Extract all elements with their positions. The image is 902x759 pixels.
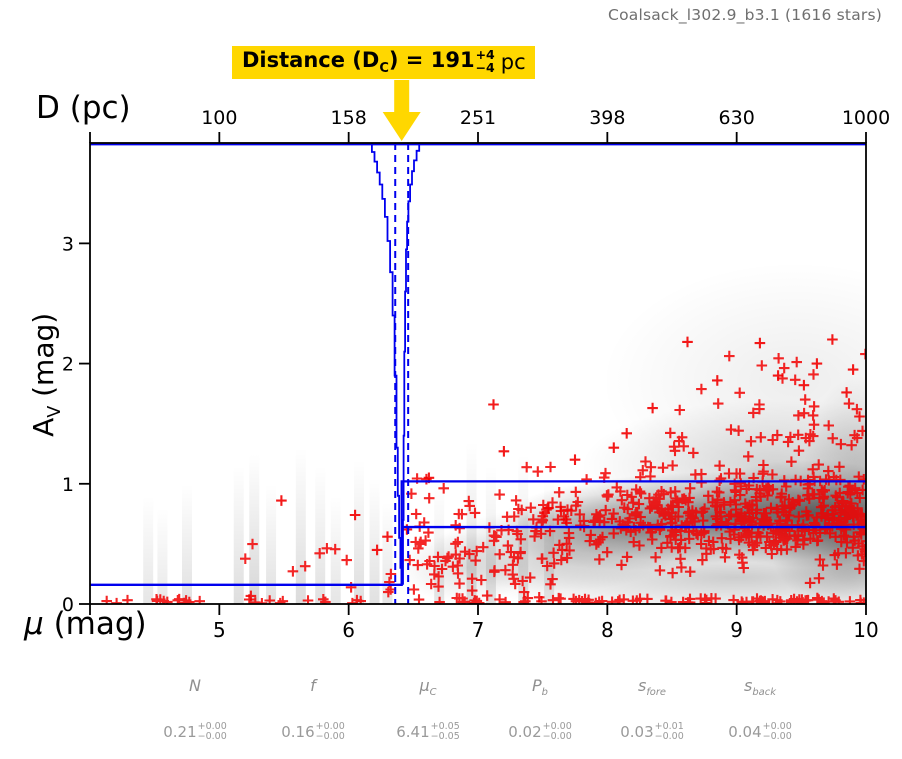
top-axis-label: D (pc) bbox=[36, 90, 131, 126]
bottom-tick-label: 7 bbox=[472, 618, 485, 642]
param-value-Pb: 0.02 +0.00 −0.00 bbox=[508, 721, 572, 743]
scatter-cluster-right-dense bbox=[532, 445, 866, 589]
param-value-N: 0.21 +0.00 −0.00 bbox=[163, 721, 227, 743]
param-value-f: 0.16 +0.00 −0.00 bbox=[281, 721, 345, 743]
bottom-tick-label: 8 bbox=[601, 618, 614, 642]
param-value-sback: 0.04 +0.00 −0.00 bbox=[728, 721, 792, 743]
top-tick-label: 1000 bbox=[842, 107, 890, 129]
axes bbox=[79, 132, 867, 615]
top-tick-label: 398 bbox=[589, 107, 625, 129]
top-tick-label: 158 bbox=[331, 107, 367, 129]
annotation-text: Distance (DC) = 191 bbox=[242, 48, 475, 77]
bottom-axis-label: μ (mag) bbox=[24, 606, 147, 642]
annotation-errors: +4 −4 bbox=[475, 47, 495, 76]
bottom-tick-label: 6 bbox=[342, 618, 355, 642]
param-label-sfore: sfore bbox=[637, 676, 667, 699]
param-label-Pb: Pb bbox=[532, 676, 548, 699]
top-tick-label: 630 bbox=[719, 107, 755, 129]
scatter-cluster-rug-right bbox=[413, 592, 866, 604]
posterior-histogram-left bbox=[370, 143, 403, 585]
left-axis-label: AV (mag) bbox=[27, 312, 65, 437]
param-label-sback: sback bbox=[744, 676, 776, 699]
param-value-sfore: 0.03 +0.01 −0.00 bbox=[620, 721, 684, 743]
param-value-μC: 6.41 +0.05 −0.05 bbox=[396, 721, 460, 743]
scatter-points bbox=[101, 334, 866, 604]
left-tick-label: 1 bbox=[62, 474, 74, 496]
left-tick-label: 2 bbox=[62, 354, 74, 376]
top-tick-label: 251 bbox=[460, 107, 496, 129]
annotation-unit: pc bbox=[500, 50, 526, 75]
extinction-model-line bbox=[90, 480, 866, 586]
bottom-tick-label: 10 bbox=[853, 618, 878, 642]
model-layer bbox=[90, 143, 866, 604]
bottom-tick-label: 9 bbox=[730, 618, 743, 642]
tick-labels: 5 6 7 8 9 10 100 158 251 398 630 1000 0 1 2 3 bbox=[62, 107, 890, 642]
scatter-outliers bbox=[276, 334, 865, 556]
param-label-μC: μC bbox=[419, 676, 437, 699]
figure-title: Coalsack_l302.9_b3.1 (1616 stars) bbox=[608, 6, 882, 24]
bottom-tick-label: 5 bbox=[213, 618, 226, 642]
left-tick-label: 3 bbox=[62, 233, 74, 255]
left-tick-label: 0 bbox=[62, 594, 74, 616]
param-label-N: N bbox=[189, 676, 201, 695]
distance-arrow-icon bbox=[382, 80, 421, 141]
scatter-cluster-mid bbox=[404, 461, 573, 603]
scatter-cluster-left-sparse bbox=[240, 538, 397, 602]
param-label-f: f bbox=[310, 676, 316, 695]
distance-annotation: Distance (DC) = 191 +4 −4 pc bbox=[232, 46, 535, 80]
scatter-cluster-right-upper bbox=[665, 348, 866, 467]
top-tick-label: 100 bbox=[201, 107, 237, 129]
